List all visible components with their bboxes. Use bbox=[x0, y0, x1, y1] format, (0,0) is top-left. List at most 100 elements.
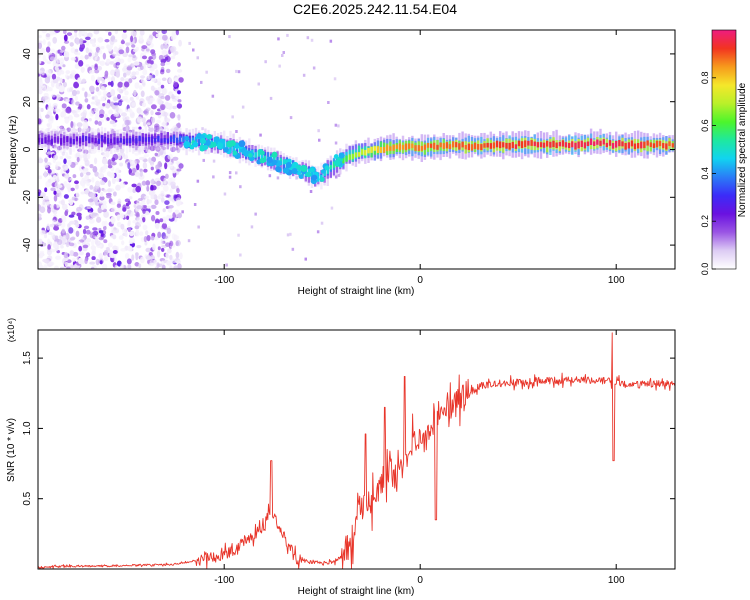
noise-cell bbox=[39, 192, 46, 198]
noise-cell bbox=[169, 188, 173, 194]
ridge-cell bbox=[85, 136, 88, 141]
noise-cell bbox=[68, 147, 73, 155]
noise-cell bbox=[286, 33, 289, 37]
noise-cell bbox=[163, 111, 168, 117]
noise-cell bbox=[39, 252, 44, 257]
noise-cell bbox=[161, 77, 167, 81]
noise-cell bbox=[107, 45, 113, 52]
x-tick-label: -100 bbox=[214, 275, 234, 286]
noise-cell bbox=[161, 264, 166, 269]
noise-cell bbox=[68, 220, 75, 225]
noise-cell bbox=[38, 113, 42, 121]
noise-cell bbox=[138, 156, 145, 161]
ridge-cell bbox=[367, 148, 370, 154]
noise-cell bbox=[94, 120, 99, 125]
noise-cell bbox=[97, 37, 104, 43]
noise-cell bbox=[151, 178, 155, 186]
ridge-cell bbox=[56, 137, 60, 143]
ridge-cell bbox=[66, 136, 69, 143]
noise-cell bbox=[157, 81, 162, 86]
noise-cell bbox=[166, 260, 172, 266]
noise-cell bbox=[38, 158, 44, 164]
ridge-cell bbox=[571, 141, 574, 148]
noise-cell bbox=[162, 216, 168, 221]
noise-cell bbox=[70, 187, 75, 192]
noise-cell bbox=[99, 60, 106, 66]
noise-cell bbox=[82, 67, 86, 72]
noise-cell bbox=[136, 200, 141, 206]
ridge-cell bbox=[184, 135, 190, 141]
noise-cell bbox=[56, 71, 62, 76]
ridge-cell bbox=[88, 136, 91, 143]
noise-cell bbox=[75, 193, 80, 198]
noise-cell bbox=[160, 69, 165, 73]
noise-cell bbox=[114, 264, 118, 269]
noise-cell bbox=[66, 155, 72, 160]
noise-cell bbox=[139, 65, 144, 70]
ridge-cell bbox=[291, 168, 298, 175]
noise-cell bbox=[120, 76, 125, 82]
ridge-cell bbox=[442, 143, 445, 149]
noise-cell bbox=[95, 236, 99, 240]
ridge-cell bbox=[50, 138, 53, 145]
noise-cell bbox=[295, 176, 298, 180]
ridge-cell bbox=[72, 139, 75, 145]
noise-cell bbox=[155, 164, 160, 170]
colorbar-tick-label: 0.4 bbox=[700, 167, 710, 180]
noise-cell bbox=[237, 233, 240, 237]
noise-cell bbox=[82, 149, 89, 155]
noise-cell bbox=[113, 102, 120, 106]
noise-cell bbox=[119, 148, 125, 154]
noise-cell bbox=[124, 90, 129, 96]
noise-cell bbox=[150, 204, 157, 210]
noise-cell bbox=[250, 225, 254, 229]
noise-cell bbox=[47, 231, 53, 236]
noise-cell bbox=[58, 218, 63, 224]
ridge-cell bbox=[192, 141, 199, 148]
noise-cell bbox=[77, 257, 84, 265]
noise-cell bbox=[54, 107, 59, 114]
noise-cell bbox=[86, 104, 91, 110]
noise-cell bbox=[82, 167, 89, 172]
noise-cell bbox=[47, 168, 52, 174]
noise-cell bbox=[163, 235, 169, 240]
ridge-cell bbox=[357, 145, 361, 158]
noise-cell bbox=[118, 128, 124, 133]
noise-cell bbox=[42, 242, 47, 247]
noise-cell bbox=[67, 223, 71, 228]
colorbar-tick-label: 0.8 bbox=[700, 72, 710, 85]
colorbar-ticks: 0.0 0.2 0.4 0.6 0.8 bbox=[700, 72, 716, 275]
noise-cell bbox=[90, 245, 97, 251]
ridge-cell bbox=[364, 149, 367, 156]
noise-cell bbox=[90, 192, 96, 199]
ridge-cell bbox=[426, 142, 430, 148]
ridge-cell bbox=[461, 141, 464, 148]
ridge-cell bbox=[586, 141, 590, 147]
noise-cell bbox=[135, 185, 142, 193]
ridge-cell bbox=[671, 143, 674, 148]
ridge-cell bbox=[398, 143, 401, 151]
noise-cell bbox=[201, 127, 204, 131]
noise-cell bbox=[122, 66, 128, 73]
noise-cell bbox=[119, 182, 126, 189]
x-tick-label: 0 bbox=[417, 575, 423, 586]
noise-cell bbox=[128, 196, 133, 200]
ridge-cell bbox=[172, 135, 176, 142]
ridge-cell bbox=[392, 144, 395, 151]
ridge-cell bbox=[138, 137, 141, 146]
noise-cell bbox=[101, 157, 108, 165]
noise-cell bbox=[145, 180, 151, 186]
noise-cell bbox=[99, 168, 103, 174]
ridge-cell bbox=[423, 144, 427, 150]
noise-cell bbox=[167, 102, 173, 110]
noise-cell bbox=[98, 236, 105, 241]
noise-cell bbox=[151, 117, 156, 124]
ridge-cell bbox=[583, 142, 587, 149]
spectrogram-xlabel: Height of straight line (km) bbox=[298, 286, 415, 297]
noise-cell bbox=[103, 249, 109, 256]
noise-cell bbox=[89, 85, 95, 93]
noise-cell bbox=[55, 235, 59, 242]
noise-cell bbox=[166, 227, 172, 234]
noise-cell bbox=[169, 240, 174, 247]
noise-cell bbox=[136, 95, 140, 100]
